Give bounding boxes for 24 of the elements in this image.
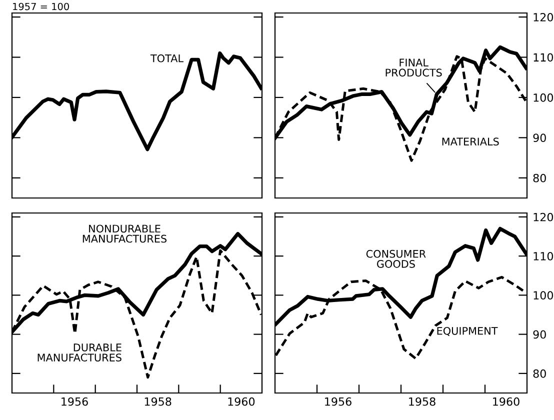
y-tick-label: 110 <box>534 252 554 260</box>
x-tick-label: 1958 <box>409 397 436 406</box>
y-tick-label: 100 <box>534 93 554 102</box>
series-label: MATERIALS <box>442 138 499 146</box>
series-label: EQUIPMENT <box>437 326 498 336</box>
y-tick-label: 90 <box>533 330 546 339</box>
y-tick-label: 80 <box>533 369 546 378</box>
text: NONDURABLE MANUFACTURES <box>82 224 167 243</box>
x-tick-label: 1956 <box>62 397 88 406</box>
x-tick-label: 1960 <box>228 397 255 406</box>
x-tick-label: 1956 <box>325 397 352 406</box>
x-tick-label: 1960 <box>493 397 520 406</box>
series-label: DURABLE MANUFACTURES <box>38 344 122 362</box>
y-tick-label: 110 <box>534 53 554 62</box>
chart-subtitle: 1957 = 100 <box>13 2 69 10</box>
series-label: FINAL PRODUCTS <box>386 58 442 77</box>
y-tick-label: 120 <box>534 12 554 22</box>
x-tick-label: 1958 <box>144 397 172 406</box>
series-label: TOTAL <box>150 54 184 62</box>
series-label: CONSUMER GOODS <box>366 250 426 268</box>
y-tick-label: 90 <box>533 134 546 142</box>
y-tick-label: 100 <box>534 291 554 300</box>
y-tick-label: 80 <box>533 174 546 182</box>
y-tick-label: 120 <box>534 212 554 222</box>
